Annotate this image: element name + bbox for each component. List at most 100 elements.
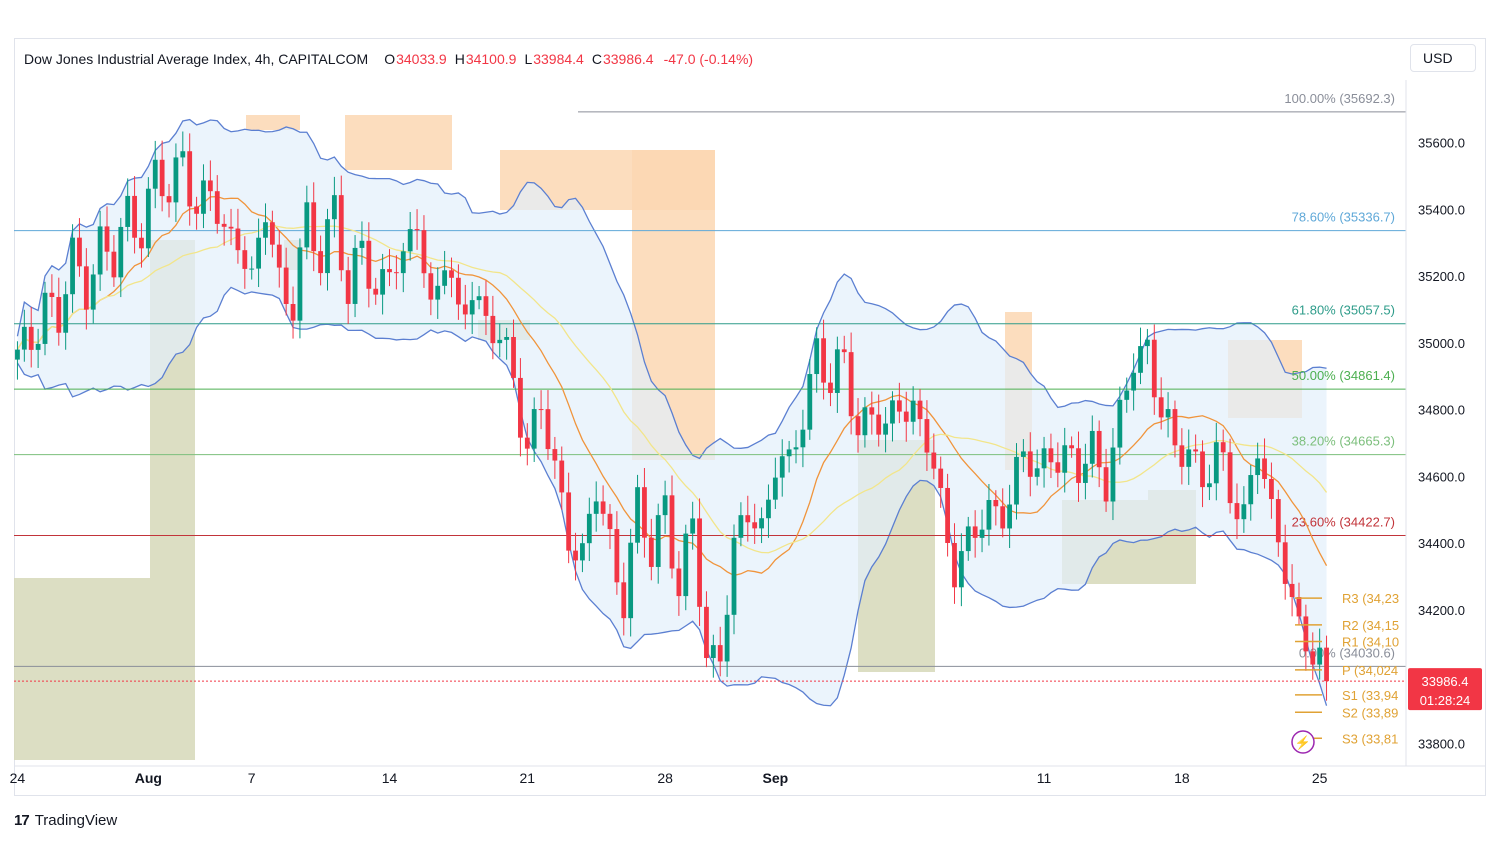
candle-body [118, 226, 124, 278]
candle-body [83, 266, 89, 310]
candle-body [690, 518, 696, 534]
candle-body [462, 304, 468, 315]
pivot-label: P (34,024 [1342, 663, 1398, 678]
candle-body [834, 349, 840, 393]
candle-body [152, 159, 158, 189]
symbol-header[interactable]: Dow Jones Industrial Average Index, 4h, … [24, 48, 753, 70]
pivot-label: R3 (34,23 [1342, 591, 1399, 606]
candle-body [807, 374, 813, 430]
candle-body [400, 251, 406, 274]
candle-body [883, 423, 888, 435]
candle-body [1124, 390, 1130, 400]
candle-body [1041, 448, 1047, 469]
candle-body [566, 492, 572, 551]
candle-body [497, 339, 503, 344]
price-tag-layer: 33986.4 01:28:24 [1408, 668, 1482, 711]
bollinger-fill [17, 119, 1327, 706]
candle-body [958, 551, 964, 588]
candle-body [1027, 451, 1033, 477]
candle-body [428, 273, 434, 300]
candle-body [414, 229, 420, 231]
candle-body [972, 526, 978, 538]
candle-body [380, 269, 386, 295]
time-axis[interactable]: 24 Aug 7 14 21 28 Sep 11 18 25 [10, 765, 1486, 786]
candle-body [697, 518, 702, 607]
candle-body [862, 407, 868, 436]
candle-body [1165, 409, 1171, 418]
candle-body [194, 206, 199, 214]
currency-selector[interactable]: USD [1410, 44, 1476, 72]
ohlc-close-label: C [591, 51, 602, 67]
supply-zone [345, 115, 452, 170]
candle-body [965, 526, 971, 552]
candle-body [1014, 456, 1019, 505]
pivot-label: S2 (33,89 [1342, 705, 1398, 720]
candle-body [903, 411, 909, 422]
candle-body [221, 223, 227, 227]
price-tick-label: 35200.0 [1418, 269, 1465, 284]
candle-body [552, 449, 558, 461]
fib-label: 50.00% (34861.4) [1292, 368, 1395, 383]
candle-body [311, 202, 317, 252]
candle-body [1207, 483, 1212, 488]
candle-body [1151, 339, 1157, 398]
candle-body [166, 196, 172, 203]
candle-body [710, 645, 716, 659]
candle-body [483, 296, 489, 316]
time-tick-label: 11 [1037, 770, 1052, 786]
candle-body [766, 499, 771, 519]
price-axis[interactable]: 33800.034000.034200.034400.034600.034800… [1405, 80, 1465, 766]
candle-body [70, 237, 75, 295]
fib-label: 38.20% (34665.3) [1292, 434, 1395, 449]
candle-body [821, 338, 826, 383]
candle-body [1213, 442, 1219, 484]
candle-body [359, 240, 365, 248]
tradingview-footer[interactable]: 17 TradingView [14, 808, 117, 832]
pivots-layer: R3 (34,23 R2 (34,15 R1 (34,10 P (34,024 S1 (… [14, 591, 1406, 754]
candle-body [139, 237, 144, 249]
candle-body [545, 409, 551, 450]
candle-body [518, 377, 523, 438]
symbol-title[interactable]: Dow Jones Industrial Average Index, 4h, … [24, 51, 369, 67]
candle-body [263, 222, 268, 238]
candle-body [387, 269, 392, 273]
candle-body [600, 501, 606, 514]
candle-body [207, 180, 213, 192]
candles-layer [15, 131, 1329, 701]
fib-label: 0.00% (34030.6) [1299, 645, 1395, 660]
lightning-icon[interactable] [1291, 730, 1315, 754]
candle-body [669, 495, 675, 569]
candle-body [538, 409, 544, 411]
ohlc-high-label: H [454, 51, 465, 67]
candle-body [235, 228, 241, 251]
candle-body [979, 529, 985, 538]
candle-body [910, 400, 916, 422]
candle-body [132, 195, 137, 238]
demand-zone [14, 578, 150, 760]
candle-body [1000, 506, 1006, 529]
candle-body [297, 247, 303, 321]
pivot-label: R2 (34,15 [1342, 618, 1399, 633]
candle-body [352, 247, 358, 304]
candle-body [621, 582, 627, 619]
fib-label: 100.00% (35692.3) [1284, 91, 1395, 106]
candle-body [662, 495, 668, 516]
ohlc-low-label: L [524, 51, 533, 67]
candle-body [1234, 503, 1240, 520]
candle-body [145, 188, 151, 249]
candle-body [724, 614, 730, 662]
candle-body [896, 400, 902, 412]
candle-body [393, 272, 399, 274]
candle-body [1020, 451, 1026, 457]
candle-body [559, 460, 565, 493]
candle-body [21, 326, 27, 350]
candle-body [952, 542, 957, 588]
time-tick-label: 7 [248, 770, 256, 786]
time-tick-label: 25 [1312, 770, 1328, 786]
candle-body [325, 219, 330, 274]
candle-body [814, 338, 820, 375]
candle-body [421, 230, 427, 274]
candle-body [779, 456, 785, 478]
candle-body [283, 267, 289, 304]
